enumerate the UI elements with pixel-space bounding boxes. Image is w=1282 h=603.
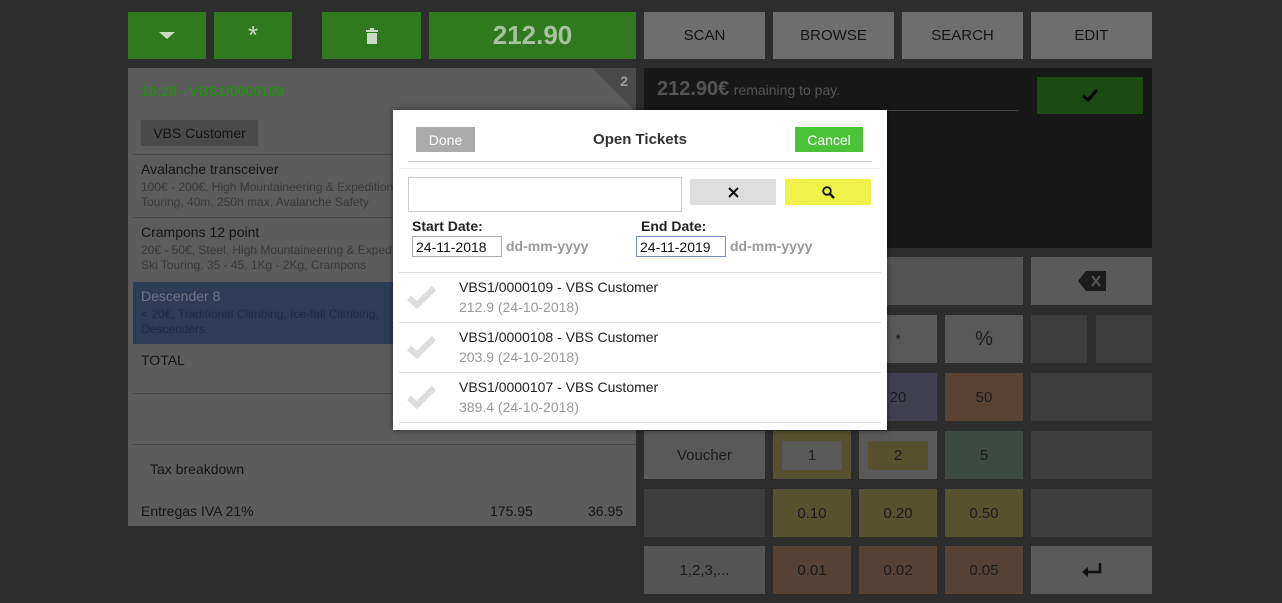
ticket-title: VBS1/0000109 - VBS Customer bbox=[459, 279, 659, 295]
cancel-button[interactable]: Cancel bbox=[795, 127, 863, 152]
customer-button[interactable]: VBS Customer bbox=[141, 120, 258, 146]
enter-button[interactable] bbox=[1031, 546, 1152, 594]
line-desc: 100€ - 200€, High Mountaineering & Exped… bbox=[141, 180, 394, 194]
close-icon bbox=[727, 186, 739, 198]
ticket-subtitle: 389.4 (24-10-2018) bbox=[459, 399, 579, 415]
check-icon bbox=[1082, 89, 1098, 102]
end-date-format: dd-mm-yyyy bbox=[730, 238, 813, 254]
line-desc: 20€ - 50€, Steel, High Mountaineering & … bbox=[141, 243, 392, 257]
key-0-10[interactable]: 0.10 bbox=[773, 489, 851, 537]
key-percent[interactable]: % bbox=[945, 315, 1023, 363]
start-date-input[interactable] bbox=[412, 236, 502, 257]
key-5[interactable]: 5 bbox=[945, 431, 1023, 479]
key-blank[interactable] bbox=[1031, 373, 1152, 421]
search-icon bbox=[821, 185, 835, 199]
line-desc: Descenders bbox=[141, 322, 206, 336]
key-blank[interactable] bbox=[1031, 315, 1087, 363]
tax-breakdown-title: Tax breakdown bbox=[150, 461, 245, 477]
ticket-list-item[interactable]: VBS1/0000107 - VBS Customer 389.4 (24-10… bbox=[399, 373, 881, 423]
clear-search-button[interactable] bbox=[690, 179, 776, 205]
check-icon bbox=[407, 285, 437, 309]
line-name: Crampons 12 point bbox=[141, 224, 260, 240]
ticket-count: 2 bbox=[620, 73, 628, 89]
ticket-title: VBS1/0000108 - VBS Customer bbox=[459, 329, 659, 345]
line-name: Descender 8 bbox=[141, 288, 221, 304]
browse-button[interactable]: BROWSE bbox=[773, 12, 894, 59]
start-date-label: Start Date: bbox=[412, 218, 483, 234]
line-desc: < 20€, Traditional Climbing, Ice-fall Cl… bbox=[141, 307, 379, 321]
ticket-subtitle: 212.9 (24-10-2018) bbox=[459, 299, 579, 315]
menu-dropdown-button[interactable] bbox=[128, 12, 206, 59]
key-0-01[interactable]: 0.01 bbox=[773, 546, 851, 594]
sequence-button[interactable]: 1,2,3,... bbox=[644, 546, 765, 594]
key-0-05[interactable]: 0.05 bbox=[945, 546, 1023, 594]
caret-down-icon bbox=[159, 32, 175, 39]
tax-amount: 36.95 bbox=[588, 503, 624, 519]
end-date-input[interactable] bbox=[636, 236, 726, 257]
enter-icon bbox=[1081, 563, 1101, 577]
ticket-header: 10:29 - VBS1/0000109 bbox=[141, 83, 285, 99]
tax-base: 175.95 bbox=[490, 503, 533, 519]
ticket-line[interactable]: Crampons 12 point 20€ - 50€, Steel, High… bbox=[133, 218, 636, 281]
end-date-label: End Date: bbox=[641, 218, 707, 234]
key-0-02[interactable]: 0.02 bbox=[859, 546, 937, 594]
backspace-button[interactable] bbox=[1031, 257, 1152, 305]
dialog-title: Open Tickets bbox=[593, 131, 687, 148]
start-date-format: dd-mm-yyyy bbox=[506, 238, 589, 254]
search-tickets-button[interactable] bbox=[785, 179, 871, 205]
done-button[interactable]: Done bbox=[416, 127, 475, 152]
key-blank[interactable] bbox=[1031, 431, 1152, 479]
key-blank[interactable] bbox=[1096, 315, 1152, 363]
line-desc: Touring, 40m, 250h max, Avalanche Safety bbox=[141, 195, 369, 209]
line-name: Avalanche transceiver bbox=[141, 161, 279, 177]
delete-button[interactable] bbox=[322, 12, 421, 59]
tax-name: Entregas IVA 21% bbox=[141, 503, 254, 519]
key-2-label: 2 bbox=[868, 440, 928, 470]
ticket-list-item[interactable]: VBS1/0000109 - VBS Customer 212.9 (24-10… bbox=[399, 273, 881, 323]
ticket-line[interactable]: Avalanche transceiver 100€ - 200€, High … bbox=[133, 155, 636, 217]
key-blank[interactable] bbox=[1031, 489, 1152, 537]
trash-icon bbox=[365, 27, 378, 44]
total-button[interactable]: 212.90 bbox=[429, 12, 636, 59]
scan-button[interactable]: SCAN bbox=[644, 12, 765, 59]
edit-button[interactable]: EDIT bbox=[1031, 12, 1152, 59]
search-button[interactable]: SEARCH bbox=[902, 12, 1023, 59]
asterisk-button[interactable]: * bbox=[214, 12, 292, 59]
key-0-20[interactable]: 0.20 bbox=[859, 489, 937, 537]
done-payment-button[interactable] bbox=[1037, 77, 1143, 114]
ticket-count-corner bbox=[592, 68, 636, 112]
ticket-list-item[interactable]: VBS1/0000108 - VBS Customer 203.9 (24-10… bbox=[399, 323, 881, 373]
open-tickets-dialog: Done Open Tickets Cancel Start Date: dd-… bbox=[393, 110, 887, 430]
voucher-button[interactable]: Voucher bbox=[644, 431, 765, 479]
asterisk-icon: * bbox=[247, 20, 259, 50]
ticket-title: VBS1/0000107 - VBS Customer bbox=[459, 379, 659, 395]
payment-remaining: remaining to pay. bbox=[733, 82, 841, 98]
payment-amount: 212.90€ bbox=[657, 78, 730, 100]
check-icon bbox=[407, 335, 437, 359]
check-icon bbox=[407, 385, 437, 409]
key-blank[interactable] bbox=[644, 489, 765, 537]
backspace-icon bbox=[1077, 271, 1106, 291]
ticket-subtitle: 203.9 (24-10-2018) bbox=[459, 349, 579, 365]
line-desc: Ski Touring, 35 - 45, 1Kg - 2Kg, Crampon… bbox=[141, 258, 367, 272]
key-50[interactable]: 50 bbox=[945, 373, 1023, 421]
key-2[interactable]: 2 bbox=[859, 431, 937, 479]
key-1[interactable]: 1 bbox=[773, 431, 851, 479]
key-0-50[interactable]: 0.50 bbox=[945, 489, 1023, 537]
total-label: TOTAL bbox=[141, 352, 185, 368]
key-1-label: 1 bbox=[782, 440, 842, 470]
search-input[interactable] bbox=[408, 177, 682, 212]
